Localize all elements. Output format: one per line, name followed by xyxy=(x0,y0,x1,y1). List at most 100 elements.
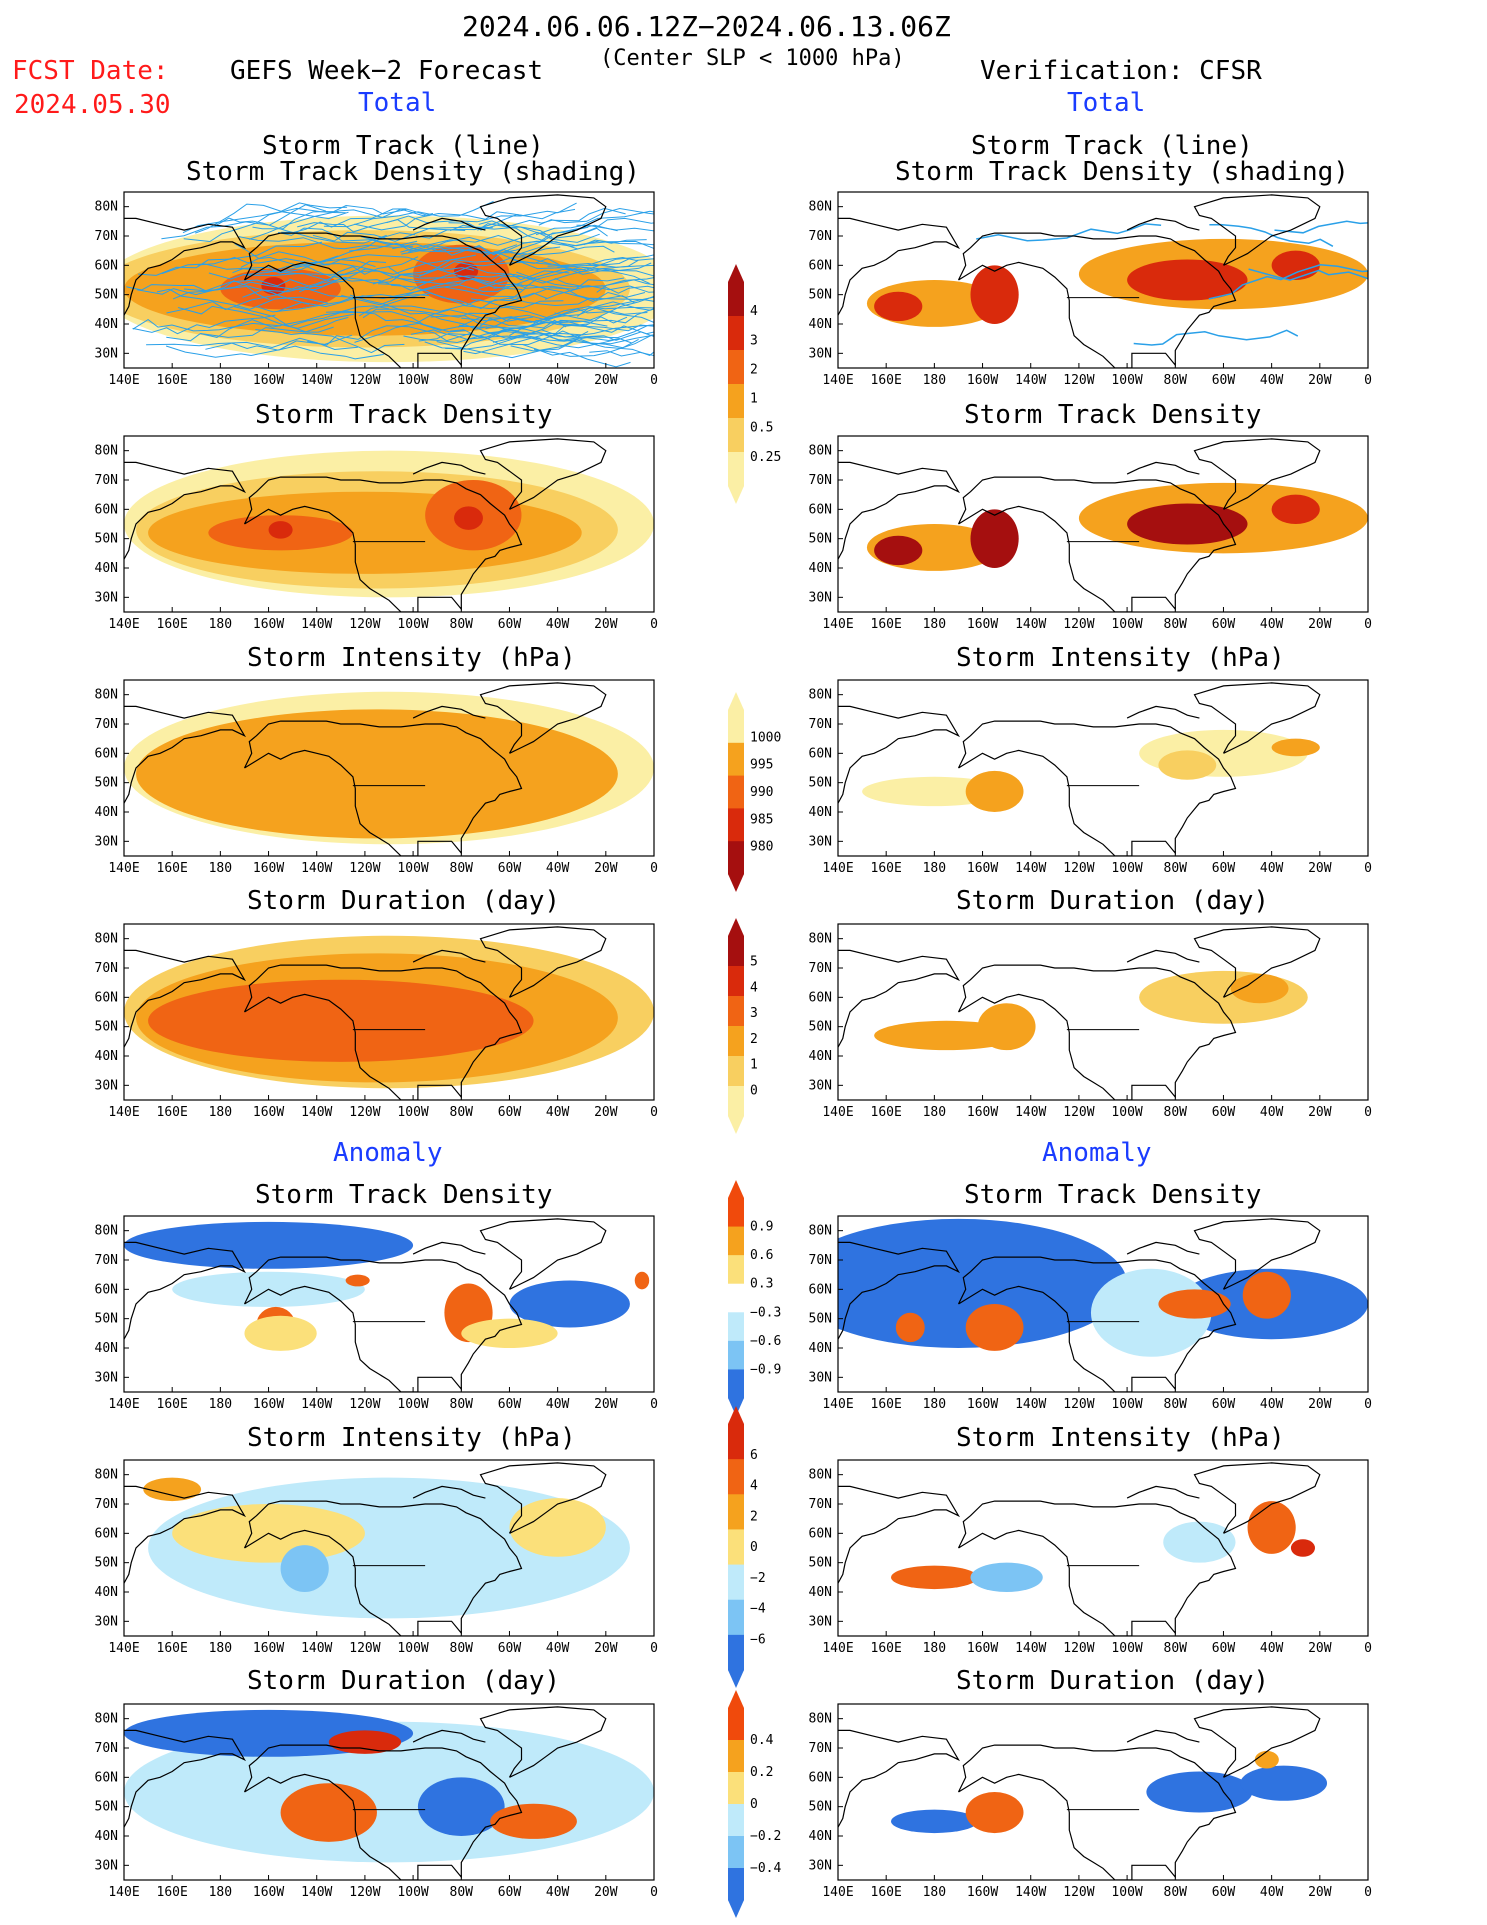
lat-tick-label: 50N xyxy=(95,288,118,303)
lon-tick-label: 60W xyxy=(498,1885,522,1900)
lon-tick-label: 40W xyxy=(1260,861,1284,876)
storm-track-line xyxy=(415,208,576,239)
coastline xyxy=(412,949,486,963)
lon-tick-label: 180 xyxy=(923,1885,946,1900)
colorbar-swatch xyxy=(728,1494,744,1530)
map-frame xyxy=(123,1703,655,1881)
storm-track-line xyxy=(458,324,632,344)
panel-title-r3: Storm Intensity (hPa) xyxy=(956,643,1285,673)
storm-track-line xyxy=(358,304,549,319)
lon-tick-label: 120W xyxy=(1063,1105,1094,1120)
lon-tick-label: 180 xyxy=(209,1105,232,1120)
lat-tick-label: 70N xyxy=(95,1741,118,1756)
map-svg: 80N 70N 60N 50N 40N 30N 140E 160E 180 160W 140W 120… xyxy=(809,679,1372,876)
coastline xyxy=(1193,1462,1321,1534)
colorbar-label: 0.6 xyxy=(750,1248,773,1263)
lon-tick-label: 140E xyxy=(108,1885,139,1900)
criterion-subtitle: (Center SLP < 1000 hPa) xyxy=(600,46,905,71)
lat-tick-label: 70N xyxy=(95,473,118,488)
lat-tick-label: 50N xyxy=(95,1556,118,1571)
colorbar-swatch xyxy=(728,1708,744,1741)
lon-tick-label: 100W xyxy=(1111,1641,1142,1656)
storm-track-line xyxy=(323,200,494,228)
storm-track-line xyxy=(197,256,376,268)
lon-tick-label: 20W xyxy=(594,1397,618,1412)
coastline xyxy=(243,964,523,1100)
storm-track-line xyxy=(474,256,639,285)
map-svg: 80N 70N 60N 50N 40N 30N 140E 160E 180 160W 140W 120… xyxy=(809,1703,1372,1900)
coastline xyxy=(957,232,1237,368)
panel-title-r1b: Storm Track Density (shading) xyxy=(895,157,1349,187)
storm-track-line xyxy=(545,277,654,300)
colorbar-label: 4 xyxy=(750,304,758,319)
lon-tick-label: 60W xyxy=(1212,861,1236,876)
coastline xyxy=(124,461,247,560)
colorbar-label: −0.6 xyxy=(750,1334,781,1349)
lon-tick-label: 180 xyxy=(209,861,232,876)
colorbar-density: 4 3 2 1 0.5 0.25 xyxy=(728,264,808,508)
shading-area xyxy=(1271,494,1320,524)
lon-tick-label: 140W xyxy=(301,617,332,632)
colorbar-swatch xyxy=(728,1226,744,1256)
lon-tick-label: 160E xyxy=(871,1885,902,1900)
shading-area xyxy=(895,1312,925,1343)
coastline xyxy=(1126,1485,1200,1499)
lat-tick-label: 50N xyxy=(809,288,832,303)
lon-tick-label: 60W xyxy=(498,1105,522,1120)
storm-track-line xyxy=(471,285,636,304)
lon-tick-label: 0 xyxy=(1364,1397,1372,1412)
colorbar-swatch xyxy=(728,282,744,317)
colorbar-swatch xyxy=(728,1772,744,1805)
lon-tick-label: 160E xyxy=(871,617,902,632)
coastline xyxy=(124,1241,247,1340)
lat-tick-label: 70N xyxy=(95,1253,118,1268)
lat-tick-label: 40N xyxy=(809,1829,832,1844)
lon-tick-label: 180 xyxy=(923,617,946,632)
right-total-label: Total xyxy=(1067,88,1146,118)
lat-tick-label: 30N xyxy=(95,1370,118,1385)
coastline xyxy=(838,217,961,316)
colorbar-intensity: 1000 995 990 985 980 xyxy=(728,692,808,896)
colorbar-swatch xyxy=(728,1312,744,1342)
colorbar-label: 2 xyxy=(750,1032,758,1047)
storm-track-line xyxy=(510,339,654,356)
shading-area xyxy=(268,521,293,539)
storm-track-line xyxy=(554,277,654,294)
lat-tick-label: 40N xyxy=(809,561,832,576)
colorbar-label: −6 xyxy=(750,1632,766,1647)
colorbar-swatch xyxy=(728,1026,744,1057)
map-svg: 80N 70N 60N 50N 40N 30N 140E 160E 180 160W 140W 120… xyxy=(95,1459,658,1656)
lat-tick-label: 80N xyxy=(95,1712,118,1727)
map-svg: 80N 70N 60N 50N 40N 30N 140E 160E 180 160W 140W 120… xyxy=(95,1215,658,1412)
storm-track-line xyxy=(233,305,390,325)
lon-tick-label: 20W xyxy=(1308,1885,1332,1900)
lon-tick-label: 40W xyxy=(1260,1641,1284,1656)
fcst-date-label: FCST Date: xyxy=(12,56,169,86)
map-panel-r4: 80N 70N 60N 50N 40N 30N 140E 160E 180 160W 140W 120… xyxy=(809,923,1372,1120)
colorbar-swatch xyxy=(728,1255,744,1285)
shading-area xyxy=(891,1565,978,1590)
colorbar-label: 1 xyxy=(750,1058,758,1073)
coastline xyxy=(479,926,607,998)
colorbar-label: 0.25 xyxy=(750,450,781,465)
lat-tick-label: 30N xyxy=(809,834,832,849)
storm-track-line xyxy=(538,207,654,226)
shading-area xyxy=(148,979,534,1062)
lat-tick-label: 60N xyxy=(95,1282,118,1297)
map-svg: 80N 70N 60N 50N 40N 30N 140E 160E 180 160W 140W 120… xyxy=(809,1459,1372,1656)
lat-tick-label: 60N xyxy=(809,258,832,273)
coastline xyxy=(243,1500,523,1636)
lon-tick-label: 120W xyxy=(349,373,380,388)
lon-tick-label: 160W xyxy=(253,373,284,388)
lon-tick-label: 120W xyxy=(349,861,380,876)
colorbar-swatch xyxy=(728,1340,744,1370)
lon-tick-label: 140W xyxy=(1015,1885,1046,1900)
storm-track-line xyxy=(448,222,608,239)
colorbar-swatch xyxy=(728,452,744,487)
lon-tick-label: 100W xyxy=(397,1397,428,1412)
storm-track-line xyxy=(585,256,654,267)
lon-tick-label: 60W xyxy=(1212,1397,1236,1412)
coastline xyxy=(124,705,247,804)
map-frame xyxy=(837,435,1369,613)
lat-tick-label: 50N xyxy=(95,532,118,547)
